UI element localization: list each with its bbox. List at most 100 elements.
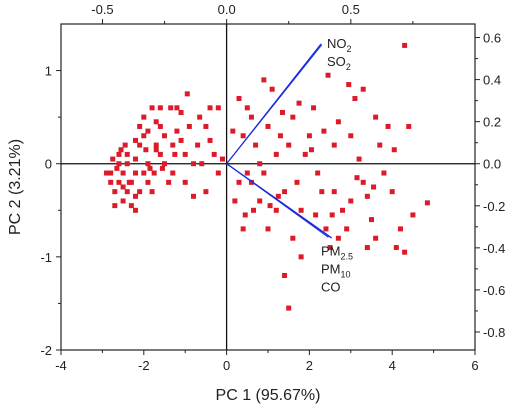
y-tick-label: -2: [40, 343, 52, 358]
score-point: [120, 170, 126, 176]
score-point: [168, 105, 174, 111]
score-point: [190, 161, 196, 167]
score-point: [331, 142, 337, 148]
score-point: [133, 156, 139, 162]
score-point: [112, 203, 118, 209]
score-point: [389, 189, 395, 195]
score-point: [282, 189, 288, 195]
score-point: [253, 142, 259, 148]
score-point: [373, 114, 379, 120]
score-point: [306, 133, 312, 139]
score-point: [360, 179, 366, 185]
score-point: [141, 114, 147, 120]
score-point: [323, 226, 329, 232]
score-point: [162, 161, 167, 167]
score-point: [277, 133, 283, 139]
score-point: [157, 123, 163, 129]
score-point: [133, 137, 139, 143]
y-axis-label: PC 2 (3.21%): [7, 139, 24, 235]
score-point: [207, 137, 213, 143]
score-point: [166, 179, 172, 185]
score-point: [174, 105, 180, 111]
left-axis: -2 -1 0 1: [40, 64, 61, 358]
score-point: [118, 147, 124, 153]
score-points: [104, 42, 430, 311]
score-point: [215, 170, 221, 176]
score-point: [170, 142, 176, 148]
score-point: [145, 179, 151, 185]
score-point: [116, 151, 122, 157]
score-point: [406, 123, 412, 129]
score-point: [219, 156, 225, 162]
score-point: [296, 100, 302, 106]
score-point: [385, 123, 391, 129]
score-point: [178, 109, 184, 115]
y-tick-label: 1: [45, 64, 52, 79]
score-point: [373, 235, 379, 241]
score-point: [327, 245, 333, 251]
right-tick-label: 0.0: [483, 157, 501, 172]
score-point: [126, 179, 132, 185]
score-point: [159, 165, 165, 171]
right-axis: -0.8 -0.6 -0.4 -0.2 0.0 0.2 0.4 0.6: [475, 31, 505, 340]
score-point: [302, 151, 308, 157]
score-point: [346, 82, 352, 88]
x-tick-label: 2: [306, 358, 313, 373]
loading-label: SO2: [327, 54, 351, 72]
score-point: [240, 226, 246, 232]
score-point: [143, 147, 149, 153]
score-point: [137, 142, 143, 148]
score-point: [340, 207, 346, 213]
y-tick-label: 0: [45, 157, 52, 172]
score-point: [182, 179, 188, 185]
score-point: [257, 161, 263, 167]
score-point: [151, 170, 157, 176]
score-point: [120, 184, 126, 190]
score-point: [114, 165, 120, 171]
x-tick-label: 6: [471, 358, 478, 373]
score-point: [344, 226, 350, 232]
score-point: [356, 156, 362, 162]
score-point: [275, 193, 281, 199]
right-tick-label: -0.4: [483, 241, 505, 256]
score-point: [265, 123, 271, 129]
score-point: [133, 193, 139, 199]
score-point: [294, 179, 300, 185]
score-point: [182, 151, 188, 157]
score-point: [319, 189, 325, 195]
score-point: [377, 142, 383, 148]
score-point: [364, 245, 370, 251]
score-point: [108, 179, 114, 185]
y-tick-label: -1: [40, 250, 52, 265]
score-point: [261, 170, 267, 176]
score-point: [124, 151, 130, 157]
right-tick-label: 0.6: [483, 31, 501, 46]
score-point: [371, 184, 377, 190]
score-point: [424, 200, 430, 206]
loading-vector: [226, 163, 329, 238]
score-point: [298, 207, 304, 213]
score-point: [282, 272, 288, 278]
right-tick-label: -0.2: [483, 199, 505, 214]
score-point: [236, 179, 242, 185]
score-point: [122, 142, 128, 148]
score-point: [242, 212, 248, 218]
score-point: [110, 156, 116, 162]
score-point: [170, 170, 176, 176]
score-point: [286, 305, 292, 311]
score-point: [265, 226, 271, 232]
score-point: [273, 207, 279, 213]
score-point: [402, 249, 408, 255]
x-tick-label: -4: [55, 358, 67, 373]
score-point: [240, 133, 246, 139]
score-point: [149, 105, 155, 111]
score-point: [153, 147, 159, 153]
score-point: [348, 198, 354, 204]
top-tick-label: 0.0: [218, 2, 236, 17]
score-point: [197, 114, 203, 120]
score-point: [391, 147, 397, 153]
score-point: [124, 189, 130, 195]
score-point: [153, 119, 159, 125]
score-point: [137, 123, 143, 129]
